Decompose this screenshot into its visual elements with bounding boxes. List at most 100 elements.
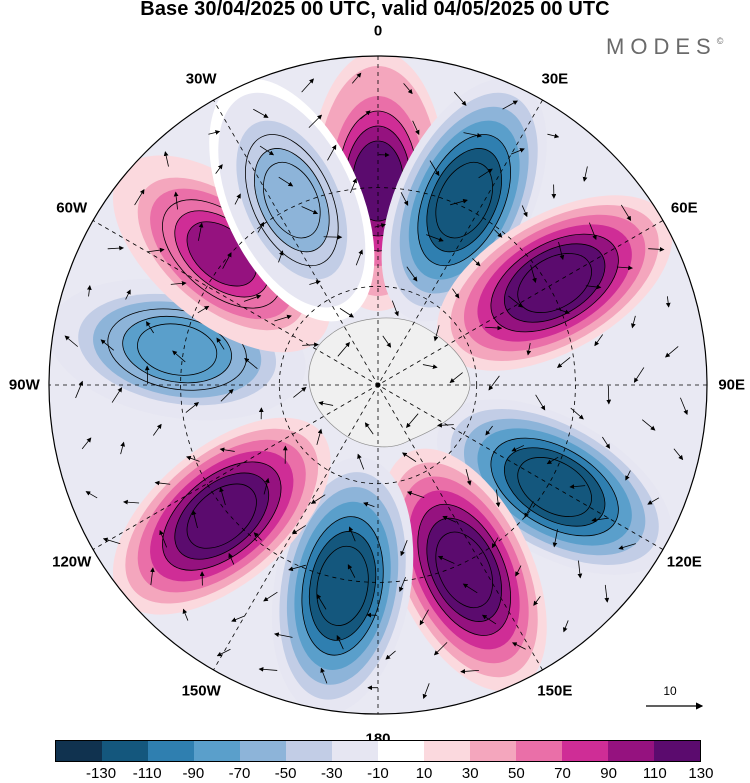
wind-arrow: [123, 499, 140, 505]
wind-arrow: [339, 308, 355, 318]
wind-arrow: [665, 296, 671, 308]
wind-arrow: [512, 642, 526, 650]
contour-band: [186, 483, 257, 549]
wind-arrow: [588, 222, 597, 241]
wind-arrow: [253, 532, 262, 541]
wind-arrow: [301, 206, 319, 215]
anomaly-contours: [49, 56, 673, 714]
wind-arrow: [351, 72, 362, 84]
wind-arrow: [185, 402, 199, 413]
wind-arrow: [521, 205, 528, 218]
wind-arrow: [278, 250, 284, 263]
wind-arrow: [222, 252, 232, 269]
wind-arrow: [422, 683, 430, 700]
wind-arrow: [494, 229, 503, 238]
wind-arrow: [511, 445, 525, 452]
wind-arrow: [100, 339, 115, 351]
wind-arrow: [288, 564, 306, 572]
colorbar-tick-label: -10: [367, 765, 389, 782]
wind-arrow: [154, 480, 171, 486]
vector-reference: 10: [646, 684, 706, 714]
wind-arrow: [449, 372, 463, 384]
wind-arrow: [382, 335, 392, 348]
wind-arrow: [257, 221, 265, 233]
wind-arrow: [433, 642, 448, 656]
wind-arrow: [102, 537, 121, 545]
colorbar-tick-label: -50: [274, 765, 297, 782]
wind-arrow: [220, 388, 234, 402]
colorbar: [55, 740, 701, 762]
wind-arrow: [535, 394, 546, 411]
wind-arrow: [631, 315, 636, 329]
longitude-label: 0: [373, 22, 383, 40]
wind-arrow: [120, 441, 125, 455]
positive-anomaly-lobe: [112, 417, 331, 615]
wind-arrow: [147, 247, 165, 253]
wind-arrow: [150, 567, 155, 586]
wind-arrow: [602, 436, 610, 449]
longitude-label: 120W: [52, 553, 92, 571]
wind-arrow: [450, 198, 468, 206]
wind-arrow: [533, 596, 541, 606]
wind-arrow: [347, 564, 356, 578]
colorbar-tick-label: 110: [642, 765, 667, 782]
negative-anomaly-lobe: [381, 78, 547, 322]
wind-arrow: [64, 335, 79, 347]
brand-logo: MODES©: [606, 34, 723, 60]
wind-arrow: [406, 413, 419, 429]
wind-arrow: [633, 367, 645, 383]
wind-arrow: [452, 288, 460, 299]
wind-arrow: [278, 176, 294, 187]
wind-arrow: [163, 151, 169, 167]
wind-arrow: [400, 540, 408, 557]
wind-arrow: [403, 83, 413, 95]
wind-arrow: [647, 497, 660, 505]
wind-arrow: [399, 576, 406, 592]
wind-arrow: [170, 281, 187, 286]
wind-arrow: [422, 364, 438, 369]
wind-arrow: [591, 517, 609, 523]
wind-arrow: [453, 91, 467, 106]
colorbar-ticks: -130 -110 -90 -70 -50 -30 -10 10 30 50 70 90 110 130: [0, 765, 750, 783]
colorbar-swatch: [424, 741, 470, 761]
wind-arrow: [546, 456, 559, 465]
colorbar-swatch: [102, 741, 148, 761]
wind-arrow: [355, 249, 363, 266]
wind-arrow: [357, 453, 365, 470]
wind-arrow: [152, 423, 162, 436]
wind-arrow: [437, 555, 455, 564]
wind-arrow: [478, 168, 493, 179]
wind-arrow: [594, 334, 604, 347]
wind-arrow: [557, 357, 571, 368]
colorbar-swatch: [654, 741, 700, 761]
wind-arrow: [243, 294, 262, 302]
colorbar-swatch: [608, 741, 654, 761]
wind-arrow: [316, 428, 323, 445]
wind-arrow: [263, 477, 270, 495]
colorbar-tick-label: -90: [182, 765, 205, 782]
wind-arrow: [547, 133, 560, 139]
wind-arrow: [320, 667, 328, 684]
wind-arrow: [570, 407, 584, 420]
wind-arrow: [144, 365, 150, 385]
wind-arrow: [86, 285, 92, 297]
wind-arrow: [111, 387, 123, 403]
wind-arrow: [463, 132, 482, 138]
wind-arrow: [234, 193, 241, 205]
wind-arrow: [400, 192, 409, 206]
wind-arrow: [604, 584, 610, 603]
longitude-label: 120E: [666, 553, 702, 571]
wind-arrow: [641, 419, 656, 431]
wind-arrow: [495, 489, 501, 508]
wind-arrow: [491, 537, 499, 549]
wind-arrow: [618, 543, 636, 550]
wind-arrow: [485, 325, 503, 331]
wind-arrow: [374, 223, 387, 228]
wind-arrow: [429, 160, 440, 177]
wind-arrow: [401, 452, 417, 462]
wind-arrow: [460, 668, 479, 674]
wind-arrow: [569, 484, 586, 489]
colorbar-swatch: [470, 741, 516, 761]
wind-arrow: [336, 635, 344, 650]
wind-arrow: [419, 609, 429, 626]
